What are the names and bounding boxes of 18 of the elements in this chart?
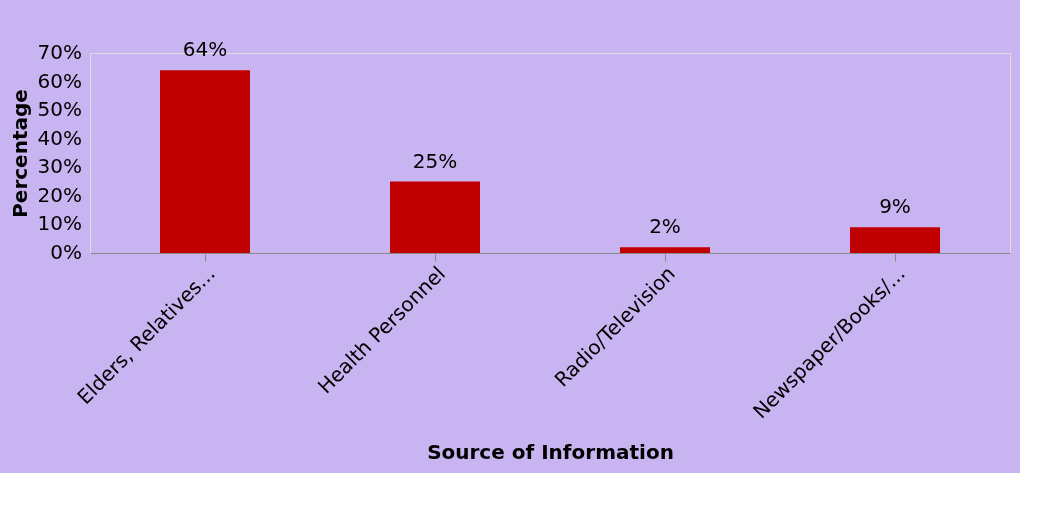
data-label: 9% [879, 194, 911, 219]
data-label: 25% [412, 148, 458, 173]
bar [390, 181, 480, 253]
y-tick-label: 40% [37, 125, 82, 150]
x-axis-title: Source of Information [427, 439, 674, 464]
data-label: 2% [649, 214, 681, 239]
bar [620, 247, 710, 253]
data-label: 64% [182, 37, 228, 62]
y-tick-label: 0% [50, 240, 82, 264]
y-tick-label: 30% [37, 154, 82, 179]
bar [160, 70, 250, 253]
y-tick-label: 50% [37, 97, 82, 122]
y-tick-label: 10% [37, 211, 82, 236]
y-tick-label: 70% [37, 40, 82, 64]
y-tick-label: 60% [37, 68, 82, 93]
y-axis-title: Percentage [7, 89, 32, 218]
y-tick-label: 20% [37, 182, 82, 207]
bar [850, 227, 940, 253]
